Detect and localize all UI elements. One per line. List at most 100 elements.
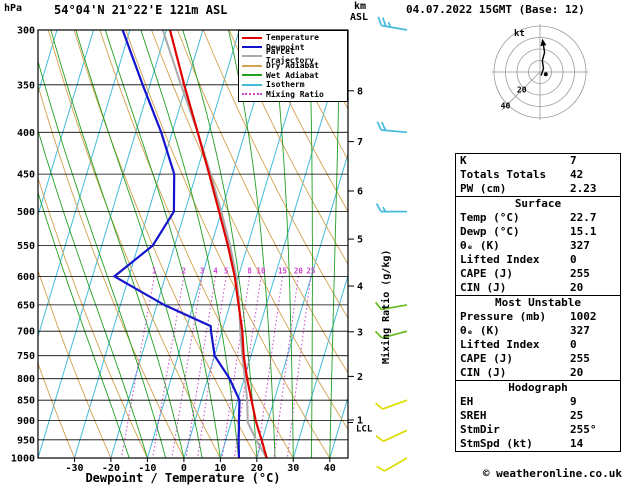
x-tick-label: -20 [102, 463, 120, 474]
x-tick-label: 30 [287, 463, 299, 474]
stat-value: 0 [570, 253, 577, 266]
mixing-ratio-value-label: 10 [257, 266, 267, 275]
pressure-tick-label: 650 [17, 300, 35, 311]
pressure-tick-label: 800 [17, 374, 35, 385]
stats-section-hodograph: Hodograph EH 9 SREH 25 StmDir 255° StmSpd (kt) 1… [455, 380, 621, 452]
plot-frame [37, 29, 349, 459]
stat-label: StmSpd (kt) [460, 437, 533, 450]
mixing-ratio-value-label: 1 [152, 266, 157, 275]
legend-item-wet-adiabat: Wet Adiabat [242, 71, 347, 80]
mixing-ratio-value-label: 4 [213, 266, 218, 275]
x-axis-ticks: -30 -20 -10 0 10 20 30 40 [65, 458, 336, 474]
run-datetime-title: 04.07.2022 15GMT (Base: 12) [406, 3, 585, 16]
pressure-tick-label: 850 [17, 396, 35, 407]
pressure-tick-label: 500 [17, 207, 35, 218]
km-tick-label: 8 [357, 86, 363, 97]
stat-row: EH 9 [456, 395, 620, 409]
wind-barb [376, 457, 408, 472]
stat-value: 25 [570, 409, 584, 422]
stat-row: θₑ (K) 327 [456, 324, 620, 338]
stat-row: Lifted Index 0 [456, 253, 620, 267]
x-tick-label: 20 [251, 463, 263, 474]
legend-label: Parcel Trajectory [265, 47, 314, 66]
stat-value: 22.7 [570, 211, 597, 224]
pressure-tick-label: 450 [17, 170, 35, 181]
station-title: 54°04'N 21°22'E 121m ASL [54, 3, 228, 17]
stat-label: CAPE (J) [460, 267, 513, 280]
stat-label: Totals Totals [460, 168, 547, 181]
stat-label: EH [460, 395, 474, 408]
stat-label: CIN (J) [460, 281, 507, 294]
wind-barb-column [374, 16, 408, 472]
stats-section-title: Surface [514, 197, 562, 210]
stat-row: θₑ (K) 327 [456, 239, 620, 253]
wind-barb [377, 16, 408, 31]
wind-barb [375, 399, 408, 410]
hodograph-unit-label: kt [514, 29, 525, 39]
pressure-axis-unit: hPa [4, 3, 23, 14]
stat-value: 0 [570, 338, 577, 351]
wind-barb [375, 203, 407, 213]
legend-line-sample [242, 46, 262, 49]
hodograph-arrowhead [540, 38, 547, 46]
stats-section-title: Hodograph [508, 381, 568, 394]
mixing-ratio-value-label: 15 [278, 266, 287, 275]
hodograph-trace [540, 45, 546, 76]
wind-barb [374, 301, 408, 311]
temperature-curve [168, 30, 268, 458]
stat-row: Lifted Index 0 [456, 338, 620, 352]
dewpoint-curve [112, 30, 241, 458]
mixing-ratio-value-label: 8 [247, 266, 252, 275]
legend-label: Isotherm [266, 80, 305, 90]
stat-value: 14 [570, 437, 584, 450]
altitude-axis-unit: km [354, 1, 367, 12]
stats-panel: K 7 Totals Totals 42 PW (cm) 2.23 Surface Temp … [455, 153, 621, 452]
pressure-tick-label: 350 [17, 80, 35, 91]
legend-item-parcel-trajectory: Parcel Trajectory [242, 47, 347, 65]
stat-label: θₑ (K) [460, 324, 500, 337]
stat-value: 20 [570, 281, 584, 294]
km-tick-label: 4 [357, 281, 363, 292]
stat-label: StmDir [460, 423, 500, 436]
pressure-tick-label: 700 [17, 327, 35, 338]
stat-value: 42 [570, 168, 584, 181]
legend-label: Mixing Ratio [266, 89, 324, 99]
legend-item-mixing-ratio: Mixing Ratio [242, 89, 347, 99]
legend-line-sample [242, 83, 262, 86]
km-tick-label: 2 [357, 372, 363, 383]
stat-label: Temp (°C) [460, 211, 520, 224]
mixing-ratio-axis-label: Mixing Ratio (g/kg) [381, 249, 392, 364]
stat-row: StmSpd (kt) 14 [456, 437, 620, 451]
pressure-tick-label: 600 [17, 272, 35, 283]
hodograph-ring-label: 20 [517, 85, 527, 94]
km-axis: 1 2 3 4 5 6 7 8 LCL [348, 86, 373, 435]
km-tick-label: 7 [357, 137, 363, 148]
stat-label: Pressure (mb) [460, 310, 547, 323]
stats-section-indices: K 7 Totals Totals 42 PW (cm) 2.23 [455, 153, 621, 197]
stat-value: 7 [570, 154, 577, 167]
stat-value: 9 [570, 395, 577, 408]
legend-label: Wet Adiabat [266, 70, 319, 80]
x-tick-label: 10 [214, 463, 226, 474]
pressure-tick-label: 950 [17, 435, 35, 446]
stat-value: 327 [570, 324, 590, 337]
stat-row: Pressure (mb) 1002 [456, 310, 620, 324]
legend-label: Temperature [266, 33, 319, 43]
stat-label: Dewp (°C) [460, 225, 520, 238]
legend-line-sample [242, 74, 262, 77]
stat-row: PW (cm) 2.23 [456, 182, 620, 196]
legend-item-dry-adiabat: Dry Adiabat [242, 61, 347, 70]
stat-row: CIN (J) 20 [456, 281, 620, 295]
stat-value: 255° [570, 423, 597, 436]
mixing-ratio-value-labels: 1 2 3 4 5 8 10 15 20 25 [152, 266, 315, 275]
stat-row: Dewp (°C) 15.1 [456, 225, 620, 239]
stat-row: Totals Totals 42 [456, 168, 620, 182]
pressure-tick-label: 1000 [11, 454, 35, 465]
mixing-ratio-value-label: 25 [306, 266, 315, 275]
stat-row: SREH 25 [456, 409, 620, 423]
stat-label: Lifted Index [460, 253, 540, 266]
stat-value: 15.1 [570, 225, 597, 238]
wind-barb [375, 429, 408, 443]
